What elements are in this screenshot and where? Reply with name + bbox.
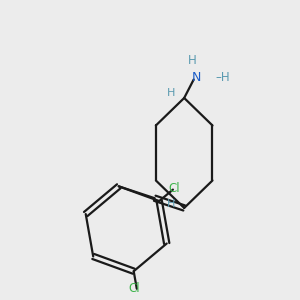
Text: Cl: Cl	[128, 282, 140, 295]
Text: H: H	[188, 54, 197, 67]
Text: –H: –H	[215, 71, 230, 84]
Text: H: H	[167, 199, 175, 209]
Text: Cl: Cl	[169, 182, 180, 195]
Text: H: H	[167, 88, 175, 98]
Text: N: N	[191, 71, 201, 84]
